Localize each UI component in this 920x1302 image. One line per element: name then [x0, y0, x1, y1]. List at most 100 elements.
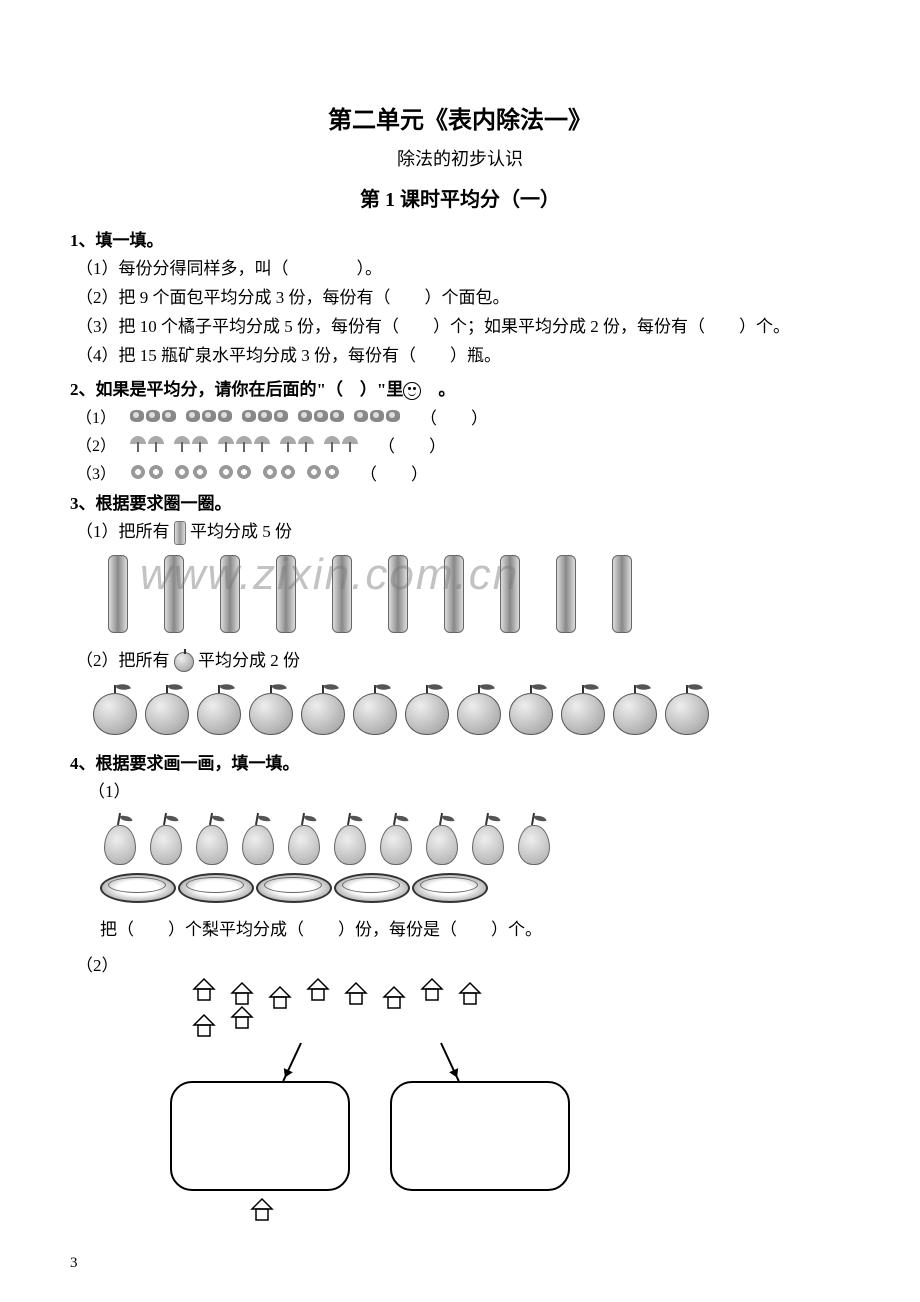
flower-icon [130, 464, 146, 480]
umbrella-icon [236, 436, 252, 452]
subtitle-lesson: 第 1 课时平均分（一） [70, 183, 850, 212]
answer-box-left [170, 1081, 350, 1191]
apple-icon [402, 683, 452, 735]
pear-icon [514, 813, 554, 865]
item-group [128, 408, 178, 424]
q3-2-text-a: （2）把所有 [76, 651, 170, 670]
pear-icon [284, 813, 324, 865]
q3-1-text: （1）把所有 平均分成 5 份 [76, 518, 850, 547]
paren-blank: （ ） [378, 432, 446, 457]
cow-icon [162, 410, 176, 422]
pear-icon [422, 813, 462, 865]
item-group [240, 408, 290, 424]
flower-icon [174, 464, 190, 480]
house-icon [418, 977, 446, 1003]
stick-row [108, 555, 850, 633]
item-group [216, 434, 272, 454]
flower-icon [324, 464, 340, 480]
stick-icon [444, 555, 464, 633]
umbrella-icon [342, 436, 358, 452]
cow-icon [298, 410, 312, 422]
q4-1-sentence: 把（ ）个梨平均分成（ ）份，每份是（ ）个。 [100, 915, 850, 940]
section-2-head-suffix: 。 [421, 380, 455, 399]
subtitle-topic: 除法的初步认识 [70, 145, 850, 171]
plate-icon [412, 871, 484, 905]
apple-icon [142, 683, 192, 735]
cow-icon [146, 410, 160, 422]
image-group-row: （3）（ ） [76, 460, 850, 485]
arrow-left-icon [282, 1043, 302, 1082]
pear-icon [100, 813, 140, 865]
row-label: （2） [76, 432, 116, 456]
q4-2-diagram [100, 981, 850, 1211]
plate-row [100, 871, 850, 905]
image-group-row: （2） （ ） [76, 432, 850, 457]
stick-icon [556, 555, 576, 633]
row-label: （3） [76, 460, 116, 484]
house-cluster [190, 981, 510, 1035]
apple-icon [506, 683, 556, 735]
item-group [278, 434, 316, 454]
pear-icon [468, 813, 508, 865]
item-group [184, 408, 234, 424]
item-group [352, 408, 402, 424]
umbrella-icon [254, 436, 270, 452]
pear-icon [192, 813, 232, 865]
cow-icon [330, 410, 344, 422]
stick-icon [276, 555, 296, 633]
section-2-head-prefix: 2、如果是平均分，请你在后面的"（ ）"里 [70, 380, 403, 399]
pear-icon [238, 813, 278, 865]
plate-icon [100, 871, 172, 905]
paren-blank: （ ） [420, 404, 488, 429]
q3-2-text-b: 平均分成 2 份 [198, 651, 300, 670]
q3-1-text-a: （1）把所有 [76, 522, 170, 541]
item-group [296, 408, 346, 424]
fill-blank-line: （1）每份分得同样多，叫（ ）。 [76, 255, 850, 284]
flower-icon [192, 464, 208, 480]
house-icon [380, 985, 408, 1011]
umbrella-icon [192, 436, 208, 452]
umbrella-icon [218, 436, 234, 452]
stick-icon [164, 555, 184, 633]
umbrella-icon [130, 436, 146, 452]
cow-icon [274, 410, 288, 422]
stick-icon [332, 555, 352, 633]
bottom-house-icon [248, 1197, 276, 1228]
item-group [216, 462, 254, 482]
cow-icon [242, 410, 256, 422]
q4-1-label: （1） [88, 778, 850, 807]
house-icon [190, 1013, 218, 1039]
apple-row [90, 683, 850, 735]
pear-icon [330, 813, 370, 865]
cow-icon [370, 410, 384, 422]
flower-icon [306, 464, 322, 480]
plate-icon [334, 871, 406, 905]
cow-icon [186, 410, 200, 422]
item-group [322, 434, 360, 454]
q3-2-text: （2）把所有 平均分成 2 份 [76, 647, 850, 676]
stick-icon [388, 555, 408, 633]
house-icon [228, 981, 256, 1007]
pear-icon [376, 813, 416, 865]
stick-icon [612, 555, 632, 633]
unit-title: 第二单元《表内除法一》 [70, 100, 850, 135]
apple-icon [662, 683, 712, 735]
house-icon [456, 981, 484, 1007]
house-icon [228, 1005, 256, 1031]
answer-box-right [390, 1081, 570, 1191]
item-group [172, 462, 210, 482]
cow-icon [202, 410, 216, 422]
house-icon [190, 977, 218, 1003]
fill-blank-line: （4）把 15 瓶矿泉水平均分成 3 份，每份有（ ）瓶。 [76, 342, 850, 371]
section-4-head: 4、根据要求画一画，填一填。 [70, 749, 850, 774]
item-group [304, 462, 342, 482]
flower-icon [148, 464, 164, 480]
cow-icon [258, 410, 272, 422]
cow-icon [354, 410, 368, 422]
item-group [172, 434, 210, 454]
umbrella-icon [174, 436, 190, 452]
house-icon [266, 985, 294, 1011]
flower-icon [218, 464, 234, 480]
cow-icon [314, 410, 328, 422]
stick-icon [108, 555, 128, 633]
